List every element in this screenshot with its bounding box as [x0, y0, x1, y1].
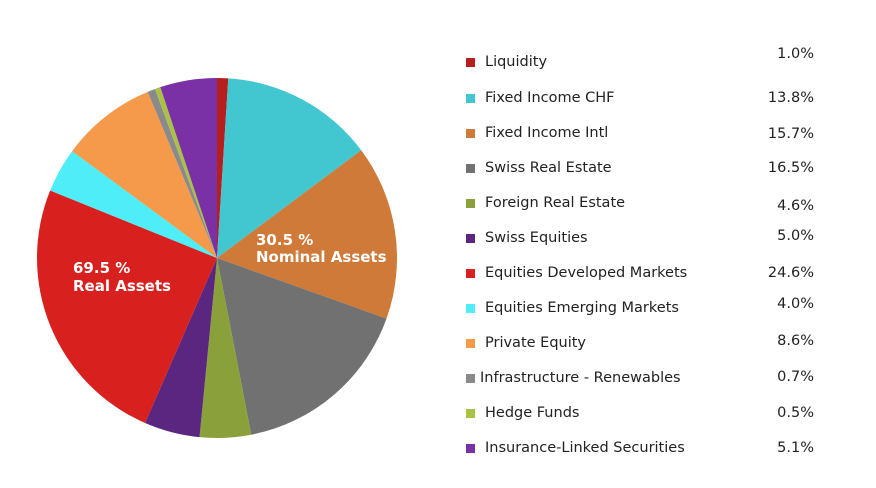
- legend-value: 1.0%: [777, 46, 814, 62]
- legend-value: 4.6%: [777, 198, 814, 214]
- legend-label: Liquidity: [485, 54, 548, 70]
- legend-value: 8.6%: [777, 333, 814, 349]
- legend-item: Liquidity 1.0%: [466, 46, 826, 73]
- pie-slice-7: [50, 151, 217, 258]
- legend-value: 16.5%: [767, 160, 814, 176]
- legend-swatch: [466, 409, 475, 418]
- legend-swatch: [466, 94, 475, 103]
- legend-value: 0.7%: [777, 369, 814, 385]
- legend-value: 15.7%: [767, 126, 814, 142]
- legend-item: Equities Developed Markets 24.6%: [466, 262, 826, 284]
- legend-value: 13.8%: [767, 90, 814, 106]
- legend-label: Swiss Equities: [485, 230, 588, 246]
- pie-slice-3: [217, 258, 387, 435]
- pie-slice-2: [217, 150, 397, 319]
- legend-swatch: [466, 444, 475, 453]
- pie-slice-11: [160, 78, 217, 258]
- legend-value: 4.0%: [777, 296, 814, 312]
- legend-swatch: [466, 374, 475, 383]
- legend-value: 5.1%: [777, 440, 814, 456]
- nominal-assets-label: Nominal Assets: [256, 248, 387, 266]
- legend-item: Swiss Real Estate 16.5%: [466, 157, 826, 179]
- legend-label: Fixed Income Intl: [485, 125, 609, 141]
- legend-swatch: [466, 129, 475, 138]
- pie-slice-8: [72, 91, 217, 258]
- legend-value: 24.6%: [767, 265, 814, 281]
- legend-value: 0.5%: [777, 405, 814, 421]
- pie-slice-5: [145, 258, 217, 438]
- legend-label: Swiss Real Estate: [485, 160, 612, 176]
- real-assets-percent-label: 69.5 %: [73, 259, 130, 277]
- pie-slice-0: [217, 77, 229, 258]
- real-assets-label: Real Assets: [73, 277, 171, 295]
- legend-label: Private Equity: [485, 335, 587, 351]
- legend-item: Foreign Real Estate 4.6%: [466, 192, 826, 214]
- legend-item: Private Equity 8.6%: [466, 332, 826, 354]
- legend-label: Equities Emerging Markets: [485, 300, 679, 316]
- legend-label: Hedge Funds: [485, 405, 580, 421]
- legend-swatch: [466, 58, 475, 67]
- legend-label: Fixed Income CHF: [485, 90, 615, 106]
- legend-swatch: [466, 304, 475, 313]
- legend-item: Fixed Income CHF 13.8%: [466, 87, 826, 109]
- legend-item: Fixed Income Intl 15.7%: [466, 122, 826, 144]
- legend-label: Equities Developed Markets: [485, 265, 688, 281]
- pie-chart: 30.5 % Nominal Assets 69.5 % Real Assets: [36, 77, 397, 438]
- legend-label: Infrastructure - Renewables: [480, 370, 681, 386]
- legend-item: Hedge Funds 0.5%: [466, 402, 826, 424]
- legend-swatch: [466, 269, 475, 278]
- pie-slice-1: [217, 78, 362, 258]
- nominal-assets-percent-label: 30.5 %: [256, 231, 313, 249]
- legend-value: 5.0%: [777, 228, 814, 244]
- legend-swatch: [466, 164, 475, 173]
- pie-slice-10: [155, 87, 217, 258]
- pie-slice-4: [199, 258, 252, 438]
- pie-slice-6: [36, 190, 217, 423]
- pie-slice-9: [147, 89, 217, 258]
- legend-swatch: [466, 339, 475, 348]
- legend-swatch: [466, 199, 475, 208]
- legend-item: Swiss Equities 5.0%: [466, 227, 826, 249]
- pie-slices: [36, 77, 397, 438]
- legend-item: Insurance-Linked Securities 5.1%: [466, 437, 826, 459]
- legend-label: Foreign Real Estate: [485, 195, 626, 211]
- legend-item: Equities Emerging Markets 4.0%: [466, 296, 826, 319]
- legend: Liquidity 1.0% Fixed Income CHF 13.8% Fixed …: [466, 0, 876, 488]
- legend-label: Insurance-Linked Securities: [485, 440, 685, 456]
- legend-swatch: [466, 234, 475, 243]
- legend-item: Infrastructure - Renewables 0.7%: [466, 367, 826, 389]
